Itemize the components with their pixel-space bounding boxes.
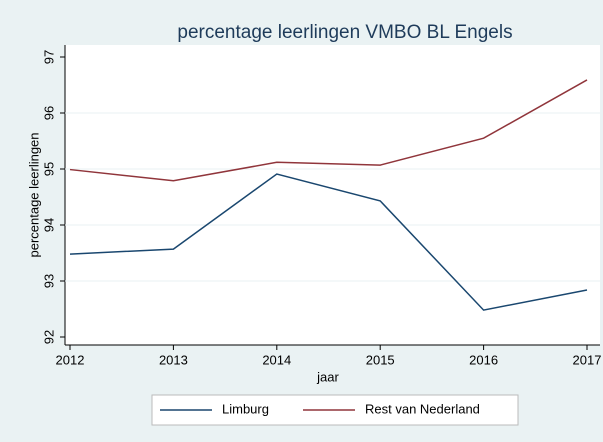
y-tick-label: 93 (41, 274, 56, 288)
y-tick-label: 94 (41, 218, 56, 232)
series-line (69, 173, 588, 311)
x-tick-label: 2014 (262, 352, 291, 367)
y-tick-label: 96 (41, 106, 56, 120)
y-tick-label: 97 (41, 50, 56, 64)
x-tick-label: 2013 (159, 352, 188, 367)
x-tick-label: 2016 (469, 352, 498, 367)
plot-region (65, 45, 600, 345)
chart-title: percentage leerlingen VMBO BL Engels (177, 22, 512, 43)
y-tick-label: 92 (41, 330, 56, 344)
x-axis-label: jaar (316, 369, 339, 384)
legend-label: Limburg (222, 401, 269, 416)
legend-label: Rest van Nederland (365, 401, 480, 416)
x-tick-label: 2012 (56, 352, 85, 367)
series-line (69, 79, 588, 182)
y-axis-label: percentage leerlingen (26, 132, 41, 257)
x-tick-label: 2015 (366, 352, 395, 367)
y-tick-label: 95 (41, 162, 56, 176)
x-tick-label: 2017 (573, 352, 602, 367)
